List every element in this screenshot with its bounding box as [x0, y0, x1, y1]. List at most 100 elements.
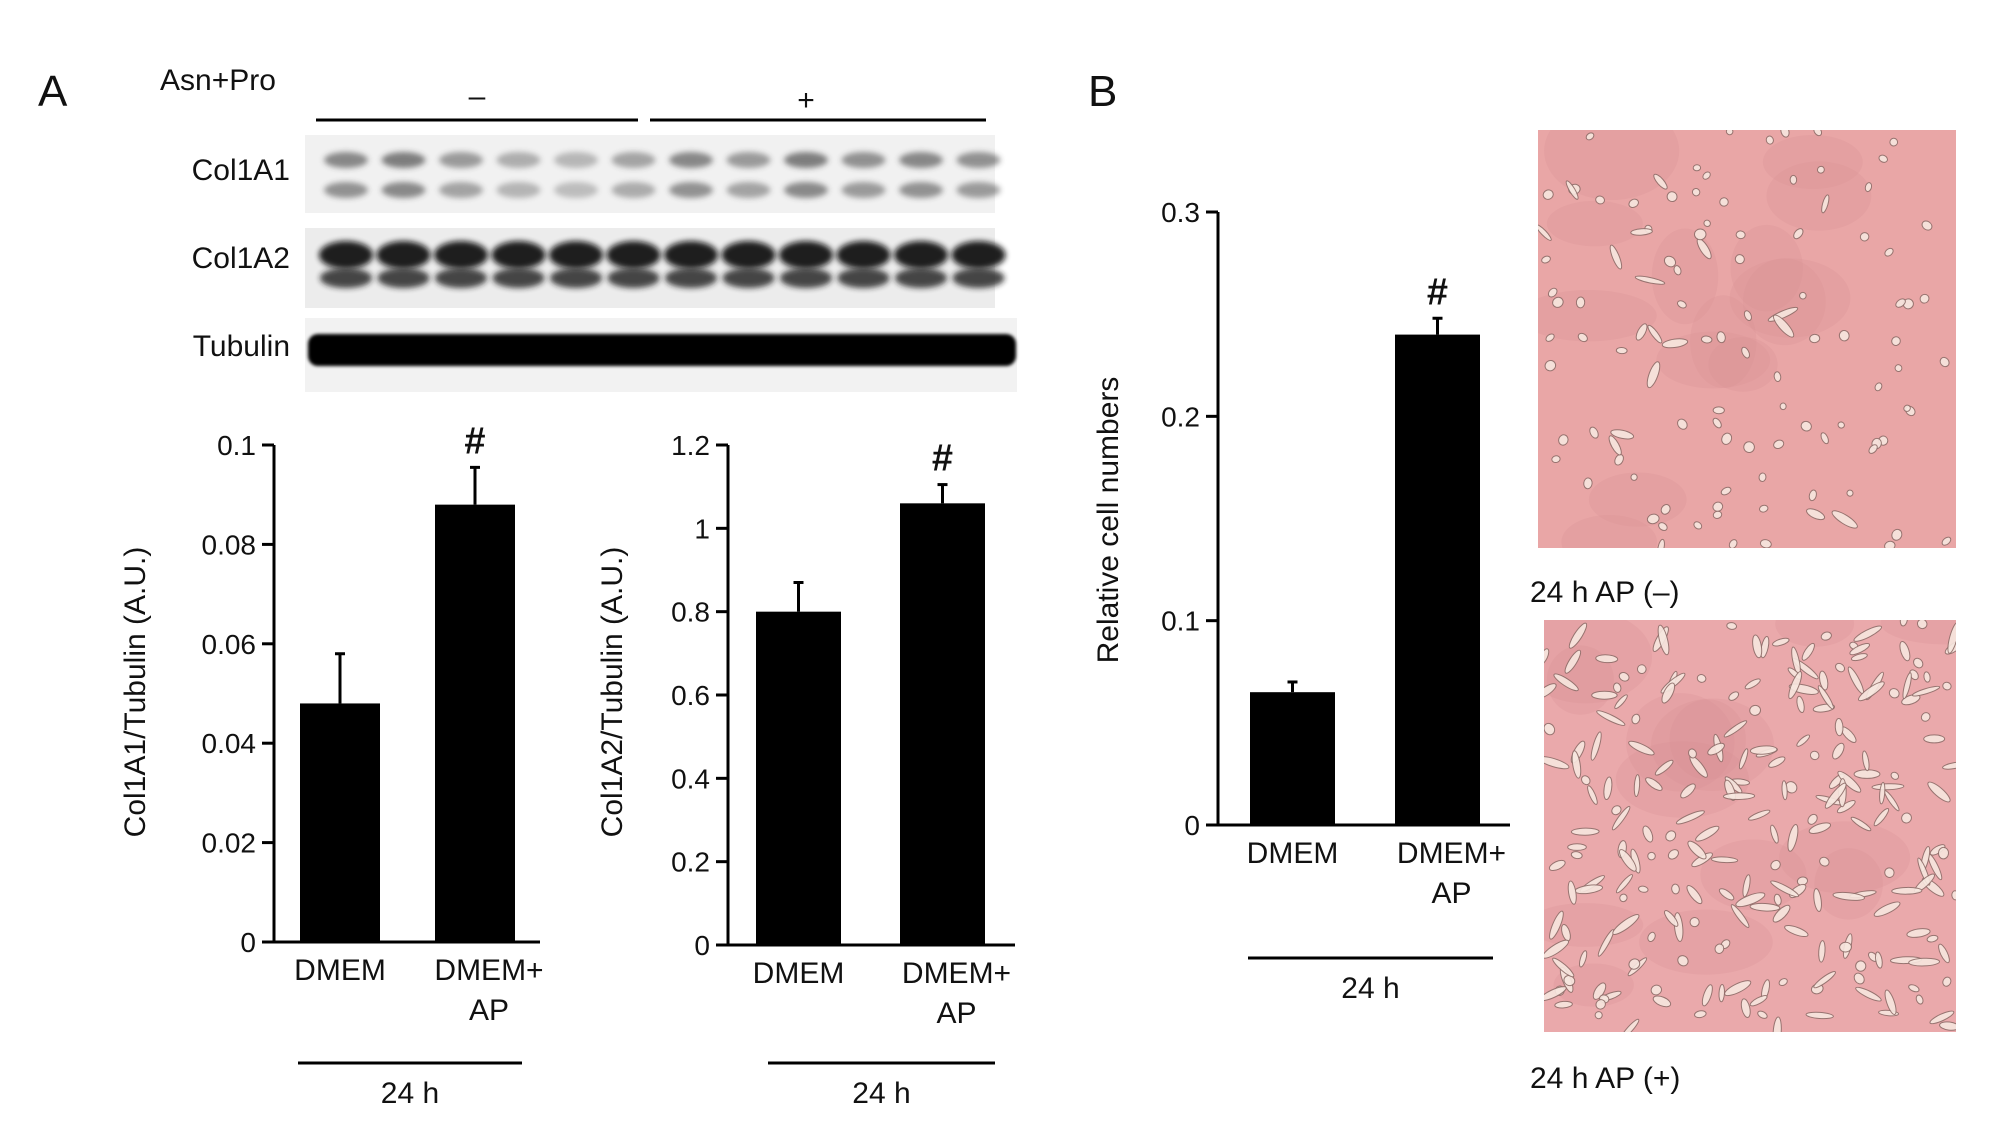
micrograph-cell	[1899, 620, 1908, 627]
band-col1a2-lower	[665, 268, 717, 288]
band-col1a2-upper	[491, 241, 546, 269]
panel-letter-b: B	[1088, 67, 1117, 116]
western-blot: Asn+Pro – + Col1A1 Col1A2 Tubulin	[160, 64, 1017, 392]
micrograph-cell	[1707, 742, 1725, 756]
micrograph-cell	[1908, 984, 1920, 993]
bar	[1250, 692, 1335, 825]
micrograph-cell	[1667, 849, 1679, 860]
micrograph-cell	[1937, 846, 1949, 860]
micrograph-cell	[1634, 275, 1666, 285]
micrograph-shade	[1880, 620, 1956, 645]
micrograph-cell	[1911, 685, 1941, 697]
category-label: DMEM	[1247, 837, 1339, 870]
micrograph-cell	[1712, 417, 1722, 429]
micrograph-cell	[1849, 642, 1871, 656]
micrograph-cell	[1862, 750, 1870, 772]
micrograph-cell	[1809, 333, 1821, 344]
micrograph-cell	[1809, 750, 1820, 761]
micrograph-cell	[1587, 785, 1598, 805]
y-tick-label: 0	[1184, 810, 1200, 841]
band-col1a1-upper	[784, 152, 828, 168]
micrograph-cell	[1895, 298, 1906, 308]
micrograph-cell	[1725, 130, 1734, 136]
micrograph-cell	[1846, 489, 1854, 497]
micrograph-cell	[1770, 880, 1800, 898]
y-axis-label: Relative cell numbers	[1092, 377, 1125, 664]
micrograph-cell	[1796, 734, 1811, 747]
micrograph-shade	[1762, 134, 1863, 190]
micrograph-cell	[1642, 825, 1654, 843]
band-col1a1-lower	[554, 182, 598, 198]
significance-marker: #	[464, 420, 485, 462]
micrograph-cell	[1899, 640, 1911, 662]
micrograph-cell	[1544, 683, 1557, 699]
band-col1a2-upper	[779, 241, 833, 269]
y-tick-label: 0.1	[1161, 606, 1200, 637]
micrograph-cell	[1666, 191, 1678, 203]
micrograph-cell	[1718, 888, 1735, 901]
micrograph-cell	[1743, 310, 1752, 322]
micrograph-cell	[1603, 776, 1613, 801]
micrograph-cell	[1850, 653, 1868, 662]
micrograph-cell	[1631, 713, 1641, 725]
micrograph-cell	[1538, 224, 1552, 241]
y-tick-label: 0	[240, 927, 256, 958]
band-col1a2-upper	[664, 241, 718, 269]
micrograph-cell	[1834, 718, 1844, 737]
micrograph-cell	[1799, 291, 1807, 300]
micrograph-cell	[1618, 849, 1637, 872]
micrograph-cell	[1738, 748, 1749, 770]
micrograph-cell	[1615, 874, 1633, 894]
micrograph-cell	[1610, 429, 1635, 440]
micrograph-cell	[1646, 513, 1660, 525]
micrograph-cell	[1567, 843, 1587, 851]
y-tick-label: 0.06	[202, 629, 257, 660]
micrograph-cell	[1820, 432, 1829, 445]
micrograph-cell	[1701, 984, 1713, 1007]
micrograph-cell	[1781, 780, 1788, 801]
band-col1a1-lower	[381, 182, 426, 198]
band-col1a1-upper	[899, 152, 943, 168]
micrograph-cell	[1929, 1010, 1955, 1025]
micrograph-cell	[1628, 740, 1655, 756]
band-label-tubulin: Tubulin	[193, 330, 290, 363]
micrograph-cell	[1661, 338, 1689, 349]
micrograph-cell	[1744, 678, 1761, 690]
chart-col1a2: 0 0.2 0.4 0.6 0.8 1 1.2 Col1A2/Tubulin (A.U.) DM…	[596, 430, 1015, 1110]
band-col1a1-upper	[381, 152, 426, 168]
micrograph-cell	[1680, 783, 1696, 799]
micrograph-cell	[1888, 688, 1900, 699]
micrograph-shade	[1730, 224, 1803, 312]
micrograph-cell	[1818, 670, 1829, 691]
micrograph-cell	[1920, 712, 1931, 722]
micrograph-cell	[1772, 1016, 1782, 1032]
micrograph-cell	[1818, 940, 1826, 963]
micrograph-cell	[1908, 957, 1941, 967]
band-col1a1-lower	[899, 182, 943, 198]
micrograph-cell	[1583, 477, 1593, 490]
micrograph-cell	[1591, 690, 1618, 700]
category-label: AP	[936, 997, 976, 1030]
micrograph-cell	[1879, 781, 1886, 805]
micrograph-cell	[1614, 694, 1628, 710]
micrograph-cell	[1723, 720, 1748, 738]
band-label-col1a1: Col1A1	[192, 154, 290, 187]
band-col1a2-lower	[837, 268, 890, 288]
micrograph-cell	[1947, 622, 1956, 654]
micrograph-shade	[1546, 200, 1643, 247]
micrograph-cell	[1653, 173, 1668, 190]
micrograph-cell	[1890, 771, 1900, 780]
micrograph-cell	[1855, 960, 1867, 972]
micrograph-cell	[1808, 489, 1817, 502]
micrograph-cell	[1611, 805, 1631, 831]
bands-tubulin	[308, 334, 1016, 366]
y-axis-label: Col1A1/Tubulin (A.U.)	[119, 547, 152, 838]
micrograph-cell	[1765, 135, 1774, 145]
micrograph-shade	[1615, 741, 1750, 818]
micrograph-cell	[1772, 314, 1795, 338]
micrograph-shade	[1651, 228, 1719, 325]
micrograph-cells-ap-plus	[1544, 620, 1956, 1032]
micrograph-cell	[1749, 902, 1781, 912]
band-col1a1-lower	[611, 182, 656, 198]
